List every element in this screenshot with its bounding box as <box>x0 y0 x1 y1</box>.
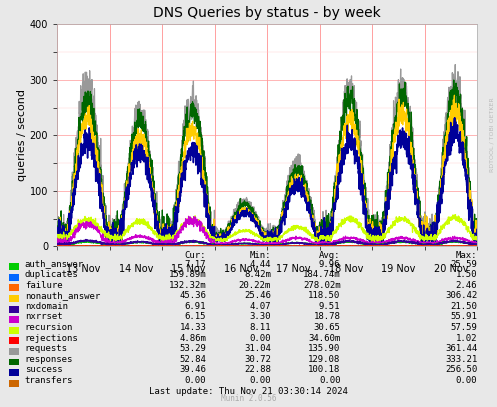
Text: 53.29: 53.29 <box>179 344 206 353</box>
Text: 0.00: 0.00 <box>249 376 271 385</box>
Text: 135.90: 135.90 <box>308 344 340 353</box>
Text: 3.30: 3.30 <box>249 313 271 322</box>
Text: 15 Nov: 15 Nov <box>171 264 206 274</box>
Text: 184.74m: 184.74m <box>303 270 340 279</box>
Text: 256.50: 256.50 <box>445 365 477 374</box>
Text: 34.60m: 34.60m <box>308 334 340 343</box>
Text: 18.78: 18.78 <box>314 313 340 322</box>
Text: 20 Nov: 20 Nov <box>433 264 468 274</box>
Text: 4.07: 4.07 <box>249 302 271 311</box>
Text: 16 Nov: 16 Nov <box>224 264 258 274</box>
Text: 9.51: 9.51 <box>319 302 340 311</box>
Text: Cur:: Cur: <box>185 252 206 260</box>
Text: 30.72: 30.72 <box>244 355 271 364</box>
Text: nxdomain: nxdomain <box>25 302 68 311</box>
Text: 17 Nov: 17 Nov <box>276 264 311 274</box>
Text: nxrrset: nxrrset <box>25 313 63 322</box>
Text: 22.88: 22.88 <box>244 365 271 374</box>
Text: 19 Nov: 19 Nov <box>381 264 415 274</box>
Text: 0.00: 0.00 <box>249 334 271 343</box>
Text: recursion: recursion <box>25 323 73 332</box>
Text: Last update: Thu Nov 21 03:30:14 2024: Last update: Thu Nov 21 03:30:14 2024 <box>149 387 348 396</box>
Text: responses: responses <box>25 355 73 364</box>
Text: 132.32m: 132.32m <box>168 281 206 290</box>
Text: 361.44: 361.44 <box>445 344 477 353</box>
Text: 118.50: 118.50 <box>308 291 340 300</box>
Text: 306.42: 306.42 <box>445 291 477 300</box>
Y-axis label: queries / second: queries / second <box>17 89 27 182</box>
Title: DNS Queries by status - by week: DNS Queries by status - by week <box>153 7 381 20</box>
Text: 4.44: 4.44 <box>249 260 271 269</box>
Text: 25.59: 25.59 <box>450 260 477 269</box>
Text: rejections: rejections <box>25 334 79 343</box>
Text: failure: failure <box>25 281 63 290</box>
Text: 31.04: 31.04 <box>244 344 271 353</box>
Text: 14 Nov: 14 Nov <box>119 264 153 274</box>
Text: 25.46: 25.46 <box>244 291 271 300</box>
Text: Min:: Min: <box>249 252 271 260</box>
Text: RDTOOL / TOBI OETKER: RDTOOL / TOBI OETKER <box>490 97 495 172</box>
Text: 129.08: 129.08 <box>308 355 340 364</box>
Text: 1.50: 1.50 <box>456 270 477 279</box>
Text: 159.89m: 159.89m <box>168 270 206 279</box>
Text: 100.18: 100.18 <box>308 365 340 374</box>
Text: 278.02m: 278.02m <box>303 281 340 290</box>
Text: success: success <box>25 365 63 374</box>
Text: 20.22m: 20.22m <box>239 281 271 290</box>
Text: transfers: transfers <box>25 376 73 385</box>
Text: 57.59: 57.59 <box>450 323 477 332</box>
Text: 55.91: 55.91 <box>450 313 477 322</box>
Text: 2.46: 2.46 <box>456 281 477 290</box>
Text: Max:: Max: <box>456 252 477 260</box>
Text: 1.02: 1.02 <box>456 334 477 343</box>
Text: Munin 2.0.56: Munin 2.0.56 <box>221 394 276 403</box>
Text: auth_answer: auth_answer <box>25 260 84 269</box>
Text: 333.21: 333.21 <box>445 355 477 364</box>
Text: 4.86m: 4.86m <box>179 334 206 343</box>
Text: 39.46: 39.46 <box>179 365 206 374</box>
Text: 52.84: 52.84 <box>179 355 206 364</box>
Text: 0.00: 0.00 <box>456 376 477 385</box>
Text: duplicates: duplicates <box>25 270 79 279</box>
Text: 8.11: 8.11 <box>249 323 271 332</box>
Text: Avg:: Avg: <box>319 252 340 260</box>
Text: nonauth_answer: nonauth_answer <box>25 291 100 300</box>
Text: 13 Nov: 13 Nov <box>66 264 100 274</box>
Text: 9.96: 9.96 <box>319 260 340 269</box>
Text: 6.91: 6.91 <box>185 302 206 311</box>
Text: 8.42m: 8.42m <box>244 270 271 279</box>
Text: 18 Nov: 18 Nov <box>329 264 363 274</box>
Text: 14.33: 14.33 <box>179 323 206 332</box>
Text: 7.17: 7.17 <box>185 260 206 269</box>
Text: 6.15: 6.15 <box>185 313 206 322</box>
Text: 0.00: 0.00 <box>185 376 206 385</box>
Text: 30.65: 30.65 <box>314 323 340 332</box>
Text: requests: requests <box>25 344 68 353</box>
Text: 21.50: 21.50 <box>450 302 477 311</box>
Text: 45.36: 45.36 <box>179 291 206 300</box>
Text: 0.00: 0.00 <box>319 376 340 385</box>
